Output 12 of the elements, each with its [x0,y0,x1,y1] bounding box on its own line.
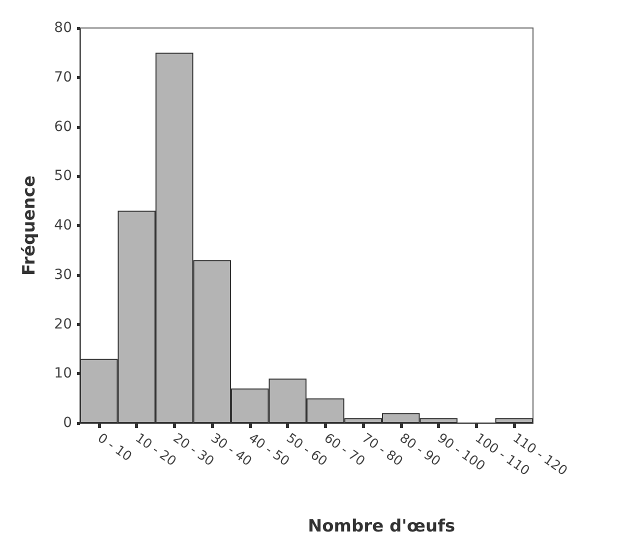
y-tick-label: 60 [54,118,72,135]
y-axis-title: Fréquence [20,176,40,276]
y-tick-label: 20 [54,316,72,332]
x-tick-label: 0 - 10 [94,430,134,465]
y-tick-label: 10 [54,366,72,382]
y-tick-label: 70 [54,69,72,86]
x-axis-title: Nombre d'œufs [308,516,456,536]
y-tick-label: 50 [54,168,72,184]
y-tick-label: 0 [63,415,72,431]
y-tick-label: 80 [54,20,72,36]
y-tick-label: 30 [54,266,72,283]
y-tick-label: 40 [54,218,72,234]
